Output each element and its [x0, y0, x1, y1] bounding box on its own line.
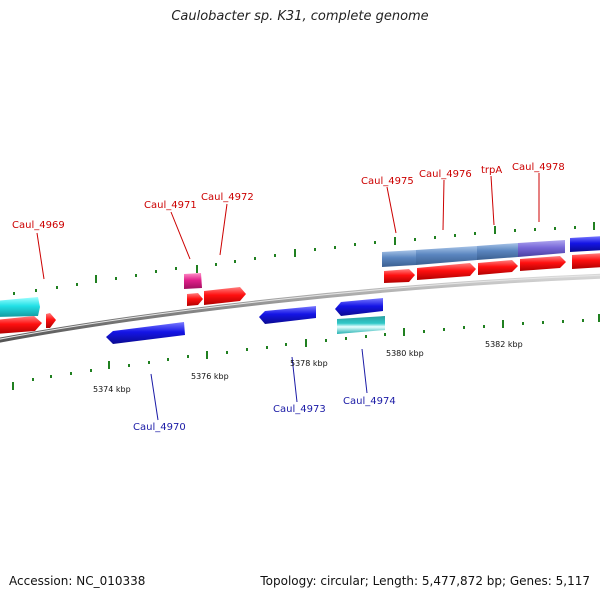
genome-backbone — [0, 273, 600, 343]
gene-caul-4970[interactable] — [106, 322, 185, 344]
gene-red-right[interactable] — [572, 253, 600, 269]
lower-scale-ticks — [12, 314, 600, 390]
gene-label-caul-4978: Caul_4978 — [512, 162, 565, 173]
bottom-leader-lines — [150, 348, 368, 421]
gene-caul-4974[interactable] — [335, 298, 383, 316]
gene-label-caul-4976: Caul_4976 — [419, 169, 472, 180]
gene-caul-4972[interactable] — [204, 287, 246, 305]
gene-caul-4978[interactable] — [518, 240, 565, 257]
gene-caul-4976[interactable] — [416, 246, 477, 265]
gene-red-4976[interactable] — [417, 263, 476, 280]
scale-label-5380: 5380 kbp — [386, 349, 424, 358]
gene-label-caul-4975: Caul_4975 — [361, 176, 414, 187]
accession-text: Accession: NC_010338 — [9, 574, 146, 588]
gene-caul-4974-cyan[interactable] — [337, 316, 385, 334]
scale-label-5376: 5376 kbp — [191, 372, 229, 381]
gene-label-caul-4972: Caul_4972 — [201, 192, 254, 203]
forward-strand-genes — [0, 236, 600, 334]
gene-caul-4975[interactable] — [382, 250, 416, 267]
scale-label-5382: 5382 kbp — [485, 340, 523, 349]
gene-red-4978[interactable] — [520, 256, 566, 271]
genome-summary-text: Topology: circular; Length: 5,477,872 bp… — [260, 574, 590, 588]
gene-blue-right[interactable] — [570, 236, 600, 252]
gene-label-caul-4970: Caul_4970 — [133, 422, 186, 433]
scale-label-5374: 5374 kbp — [93, 385, 131, 394]
gene-caul-4973[interactable] — [259, 306, 316, 324]
map-title: Caulobacter sp. K31, complete genome — [171, 9, 429, 24]
gene-red-4975[interactable] — [384, 269, 415, 283]
gene-caul-4971[interactable] — [184, 273, 202, 289]
gene-caul-4969[interactable] — [0, 316, 42, 334]
top-leader-lines — [36, 173, 540, 280]
gene-small-red[interactable] — [46, 313, 56, 328]
gene-red-trpa[interactable] — [478, 260, 518, 275]
gene-label-caul-4969: Caul_4969 — [12, 220, 65, 231]
gene-label-caul-4971: Caul_4971 — [144, 200, 197, 211]
scale-label-5378: 5378 kbp — [290, 359, 328, 368]
reverse-strand-genes — [106, 298, 385, 344]
upper-scale-ticks — [13, 222, 595, 295]
gene-label-caul-4974: Caul_4974 — [343, 396, 396, 407]
gene-label-caul-4973: Caul_4973 — [273, 404, 326, 415]
gene-cyan-left[interactable] — [0, 297, 40, 317]
gene-label-trpa: trpA — [481, 165, 502, 176]
gene-caul-4971-b[interactable] — [187, 293, 203, 306]
gene-trpa[interactable] — [477, 243, 518, 260]
